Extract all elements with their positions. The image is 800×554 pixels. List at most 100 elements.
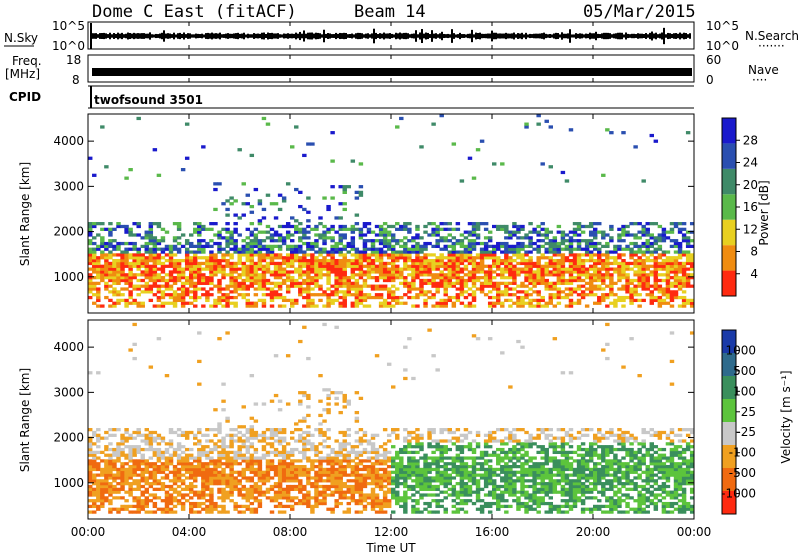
heatmap-cell (92, 479, 97, 483)
heatmap-cell (180, 430, 186, 435)
heatmap-cell (132, 470, 137, 474)
heatmap-cell (298, 281, 303, 285)
heatmap-cell (277, 496, 283, 500)
heatmap-cell (556, 244, 562, 249)
heatmap-cell (346, 442, 351, 446)
heatmap-cell (108, 456, 113, 460)
heatmap-cell (653, 270, 659, 274)
heatmap-cell (597, 284, 602, 288)
heatmap-cell (508, 258, 513, 263)
heatmap-cell (633, 290, 638, 294)
heatmap-cell (112, 447, 117, 452)
heatmap-cell (564, 258, 570, 263)
heatmap-cell (601, 244, 606, 249)
heatmap-cell (342, 464, 347, 469)
heatmap-cell (209, 222, 214, 226)
noise-sample (675, 33, 677, 39)
heatmap-cell (124, 507, 129, 511)
heatmap-cell (290, 261, 295, 266)
heatmap-cell (310, 270, 315, 274)
heatmap-cell (451, 258, 457, 263)
heatmap-cell (374, 258, 380, 263)
heatmap-cell (148, 258, 154, 263)
heatmap-cell (128, 476, 133, 480)
heatmap-cell (237, 247, 242, 251)
heatmap-cell (415, 244, 420, 249)
heatmap-cell (358, 253, 364, 257)
heatmap-cell (116, 222, 121, 226)
heatmap-cell (633, 298, 638, 303)
noise-sample (127, 32, 129, 40)
heatmap-cell (233, 270, 238, 274)
heatmap-cell (374, 433, 380, 437)
heatmap-cell (548, 270, 553, 274)
heatmap-cell (467, 244, 473, 249)
heatmap-cell (386, 270, 392, 274)
heatmap-cell (184, 499, 190, 503)
noise-sample (485, 33, 487, 39)
heatmap-cell (342, 459, 347, 463)
heatmap-cell (241, 433, 246, 437)
heatmap-cell (382, 261, 388, 266)
heatmap-cell (152, 239, 158, 243)
heatmap-cell (536, 264, 541, 268)
heatmap-cell (193, 258, 198, 263)
heatmap-cell (205, 462, 210, 466)
heatmap-cell (358, 467, 364, 472)
noise-sample (143, 33, 145, 39)
heatmap-cell (374, 293, 380, 297)
heatmap-cell (326, 410, 331, 415)
heatmap-cell (104, 464, 109, 469)
noise-sample (245, 34, 247, 38)
heatmap-cell (277, 504, 283, 509)
heatmap-cell (528, 261, 533, 266)
heatmap-cell (532, 270, 537, 274)
heatmap-cell (140, 447, 145, 452)
heatmap-cell (100, 267, 105, 271)
heatmap-cell (532, 281, 537, 285)
heatmap-cell (302, 270, 307, 274)
heatmap-cell (524, 284, 529, 288)
heatmap-cell (633, 236, 638, 240)
heatmap-cell (338, 281, 343, 285)
heatmap-cell (419, 442, 424, 446)
heatmap-cell (665, 301, 671, 305)
noise-sample (283, 33, 285, 39)
heatmap-cell (677, 304, 683, 308)
heatmap-cell (277, 476, 283, 480)
heatmap-cell (471, 247, 477, 251)
heatmap-cell (463, 290, 469, 294)
heatmap-cell (326, 258, 331, 263)
heatmap-cell (617, 247, 622, 251)
heatmap-cell (378, 264, 384, 268)
heatmap-cell (419, 258, 424, 263)
heatmap-cell (193, 484, 198, 489)
heatmap-cell (633, 264, 638, 268)
heatmap-cell (144, 433, 149, 437)
heatmap-cell (124, 247, 129, 251)
heatmap-cell (471, 230, 477, 234)
heatmap-cell (508, 270, 513, 274)
heatmap-cell (290, 145, 295, 149)
heatmap-cell (197, 470, 202, 474)
heatmap-cell (407, 227, 412, 231)
heatmap-cell (391, 462, 396, 466)
heatmap-cell (354, 453, 360, 457)
heatmap-cell (330, 290, 335, 294)
heatmap-cell (516, 236, 521, 240)
heatmap-cell (617, 295, 622, 300)
heatmap-cell (601, 264, 606, 268)
heatmap-cell (504, 236, 509, 240)
heatmap-cell (249, 276, 255, 280)
heatmap-cell (281, 295, 287, 300)
heatmap-cell (669, 290, 675, 294)
heatmap-cell (140, 470, 145, 474)
heatmap-cell (140, 433, 145, 437)
heatmap-cell (285, 284, 291, 288)
heatmap-cell (128, 290, 133, 294)
heatmap-cell (399, 473, 404, 477)
heatmap-cell (201, 227, 206, 231)
heatmap-cell (261, 482, 267, 486)
heatmap-cell (415, 507, 420, 511)
heatmap-cell (221, 256, 226, 260)
